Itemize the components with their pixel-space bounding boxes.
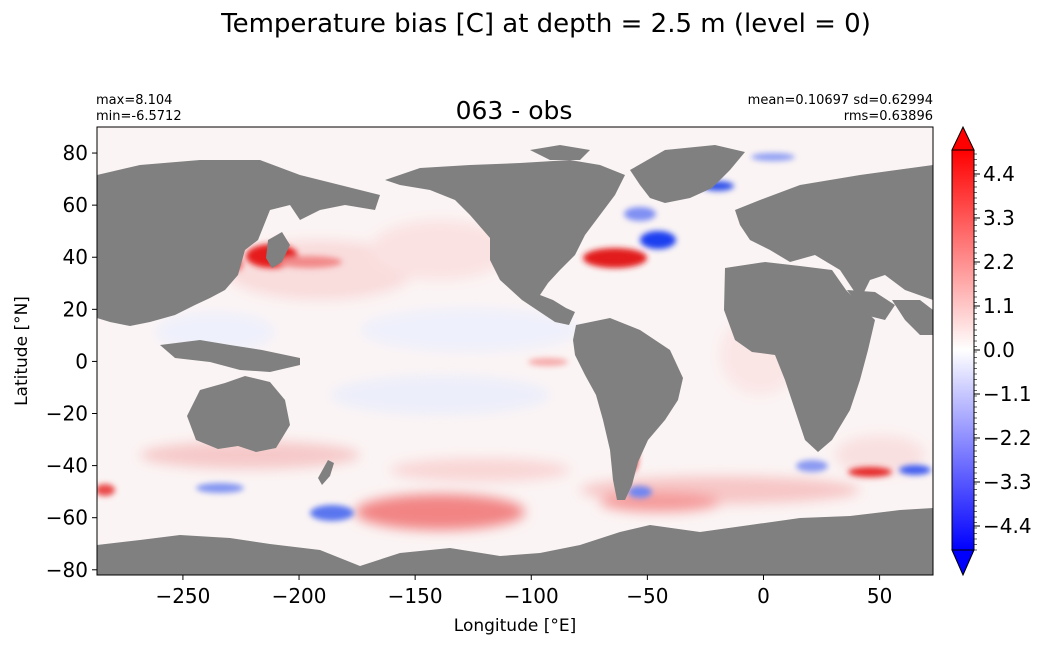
colorbar-tick-label: −2.2 <box>983 426 1032 450</box>
x-tick-label: −250 <box>155 584 210 608</box>
bias-anomalies <box>97 153 931 521</box>
x-tick-label: −150 <box>388 584 443 608</box>
landmass-asia-east <box>266 232 290 268</box>
y-tick-label: 40 <box>63 245 88 269</box>
y-tick-label: −40 <box>46 454 88 478</box>
stat-min: min=-6.5712 <box>96 109 182 124</box>
landmass-africa <box>724 262 875 452</box>
stat-mean-sd: mean=0.10697 sd=0.62994 <box>748 93 933 108</box>
figure-suptitle: Temperature bias [C] at depth = 2.5 m (l… <box>220 9 871 39</box>
y-tick-label: −60 <box>46 506 88 530</box>
x-tick-label: −200 <box>272 584 327 608</box>
map-panel <box>97 127 933 575</box>
land <box>97 145 933 575</box>
colorbar-tick-label: −3.3 <box>983 470 1032 494</box>
stat-max: max=8.104 <box>96 93 172 108</box>
landmass-australia <box>187 376 290 452</box>
x-tick-label: −50 <box>626 584 668 608</box>
y-tick-label: −80 <box>46 558 88 582</box>
y-axis: 80 60 40 20 0 −20 −40 −60 −80 <box>46 141 97 582</box>
landmass-south-america <box>573 318 683 500</box>
landmass-india <box>892 300 933 335</box>
landmass-asia <box>97 160 380 326</box>
colorbar-extend-bottom <box>951 549 975 577</box>
colorbar-tick-label: −1.1 <box>983 382 1032 406</box>
colorbar-ticks: 4.4 3.3 2.2 1.1 0.0 −1.1 −2.2 −3.3 −4.4 <box>974 162 1032 538</box>
colorbar-tick-label: 1.1 <box>983 294 1015 318</box>
landmass-greenland <box>630 145 745 203</box>
landmass-new-zealand <box>318 460 334 485</box>
y-tick-label: 0 <box>75 349 88 373</box>
landmass-north-america <box>385 160 625 325</box>
colorbar-tick-label: 2.2 <box>983 250 1015 274</box>
colorbar-tick-label: 3.3 <box>983 206 1015 230</box>
landmass-eurasia-west <box>735 165 933 300</box>
y-tick-label: −20 <box>46 402 88 426</box>
colorbar: 4.4 3.3 2.2 1.1 0.0 −1.1 −2.2 −3.3 −4.4 <box>951 125 1032 577</box>
y-tick-label: 80 <box>63 141 88 165</box>
x-tick-label: 0 <box>757 584 770 608</box>
landmass-indonesia <box>160 340 300 372</box>
landmass-antarctica <box>97 508 933 575</box>
axes-title: 063 - obs <box>456 96 573 125</box>
bias-field <box>140 220 925 530</box>
landmass-arctic-islands <box>530 145 590 160</box>
x-tick-label: 50 <box>867 584 892 608</box>
x-axis-label: Longitude [°E] <box>454 616 576 636</box>
colorbar-minor-ticks <box>974 153 977 551</box>
colorbar-tick-label: 4.4 <box>983 162 1015 186</box>
y-axis-label: Latitude [°N] <box>12 296 32 406</box>
colorbar-tick-label: 0.0 <box>983 338 1015 362</box>
landmass-arabia <box>847 290 895 320</box>
x-tick-label: −100 <box>504 584 559 608</box>
y-tick-label: 60 <box>63 193 88 217</box>
y-tick-label: 20 <box>63 297 88 321</box>
stat-rms: rms=0.63896 <box>844 109 933 124</box>
map-frame <box>96 126 934 576</box>
colorbar-extend-top <box>951 125 975 151</box>
colorbar-tick-label: −4.4 <box>983 514 1032 538</box>
colorbar-gradient <box>951 149 975 551</box>
x-axis: −250 −200 −150 −100 −50 0 50 <box>155 575 892 608</box>
